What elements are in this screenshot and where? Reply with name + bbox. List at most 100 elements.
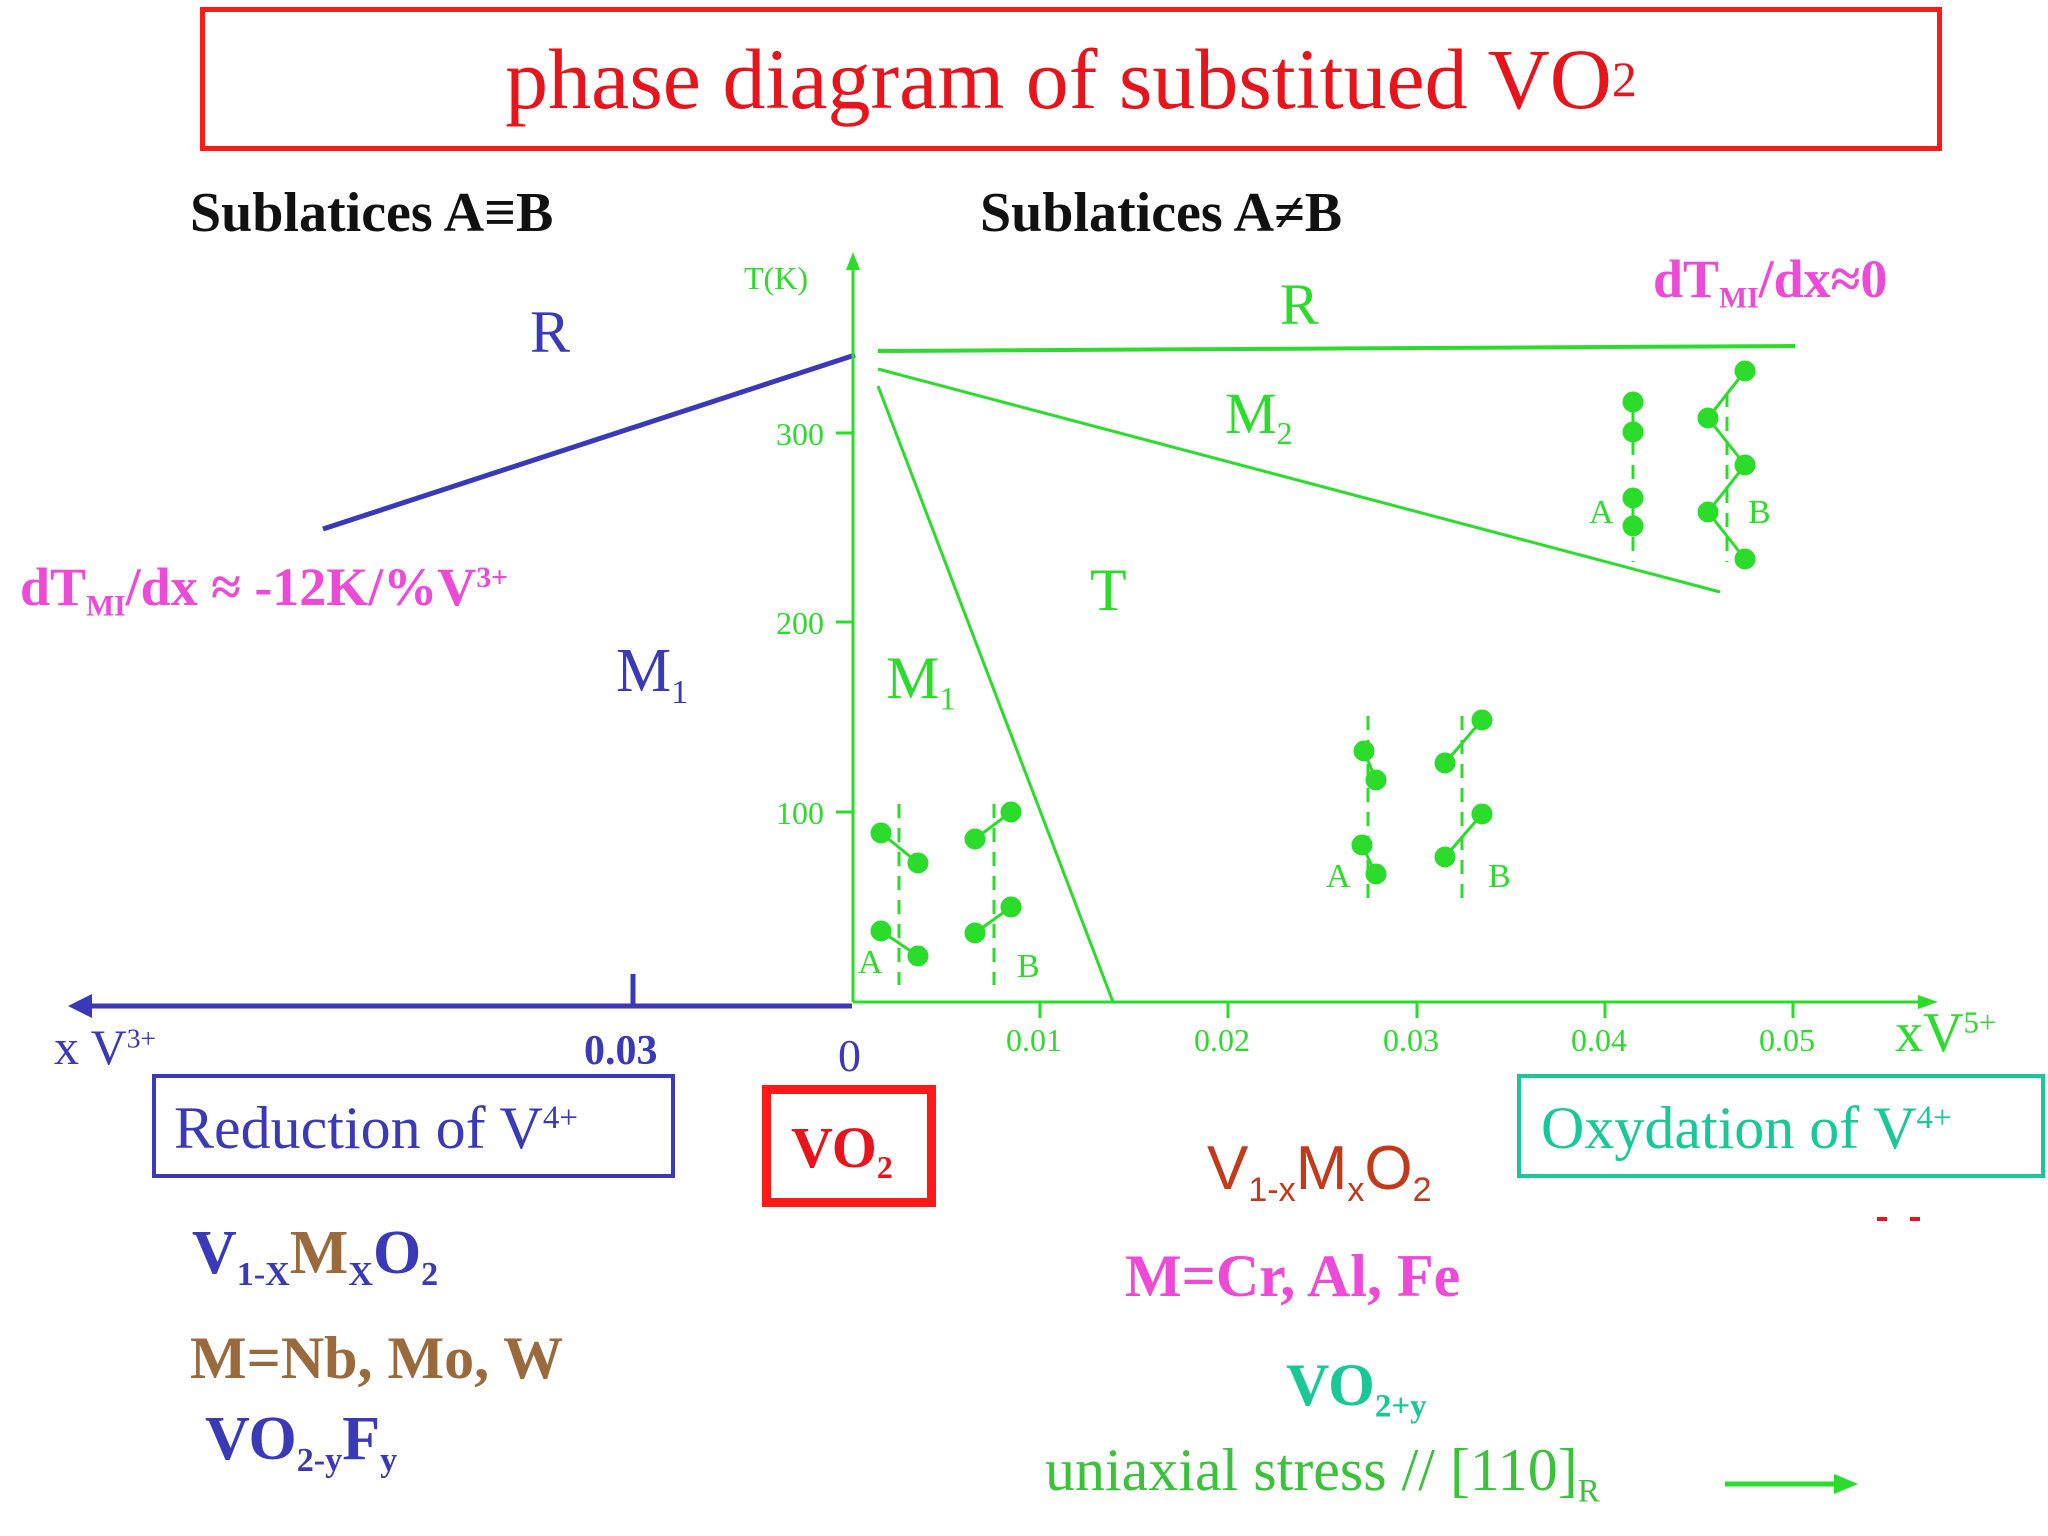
title-box: phase diagram of substitued VO 2 [200,7,1942,151]
right-formula-v-sub: 1-x [1248,1170,1296,1209]
left-tick-label-0: 0 [838,1030,861,1081]
x-tick-label-005: 0.05 [1759,1022,1815,1058]
reduction-sup: 4+ [542,1100,578,1137]
left-f-formula: VO2-yFy [205,1408,397,1478]
m1-atom [964,828,986,850]
right-vo-sub: 2+y [1374,1388,1427,1425]
m2-atom [1734,360,1756,382]
m2-atom [1697,501,1719,523]
m2-atom [1622,391,1644,413]
m1-atom [1000,896,1022,918]
page-title: phase diagram of substitued VO 2 [205,12,1937,146]
m2-atom [1734,548,1756,570]
left-slope-label: dTMI/dx ≈ -12K/%V3+ [20,560,508,622]
left-formula-m: M [289,1219,349,1287]
right-vo-formula: VO2+y [1286,1355,1427,1424]
left-phase-M1-main: M [616,637,672,705]
left-axis-label: x V3+ [54,1022,156,1072]
m2-atom [1734,454,1756,476]
right-y-arrowhead [846,252,860,270]
left-m-list: M=Nb, Mo, W [190,1325,564,1391]
boundary-M2 [877,367,1721,594]
m1-atom [870,920,892,942]
m2-atom [1622,421,1644,443]
m1-atom [964,922,986,944]
left-phase-R: R [530,299,571,365]
left-phase-M1: M1 [616,640,688,710]
t-atom [1471,803,1493,825]
m1-label-B: B [1017,948,1040,985]
m1-atom [907,852,929,874]
vo2-label: VO2 [791,1119,893,1184]
left-phase-M1-sub: 1 [671,673,689,711]
x-tick-label-001: 0.01 [1006,1022,1062,1058]
right-formula-m-sub: x [1347,1170,1365,1209]
right-phase-M2-sub: 2 [1276,416,1293,452]
t-atom [1353,740,1375,762]
left-f-f-sub: y [380,1441,398,1479]
x-tick-label-003: 0.03 [1383,1022,1439,1058]
m2-atom [1622,487,1644,509]
left-axis-arrowhead [68,994,92,1018]
oxydation-main: Oxydation of V [1541,1095,1917,1161]
left-axis-main: x V [54,1019,127,1075]
m1-atom [870,822,892,844]
right-phase-M1-sub: 1 [939,681,956,718]
oxydation-sup: 4+ [1916,1100,1952,1137]
reduction-box: Reduction of V4+ [152,1074,675,1178]
left-tick-label-003: 0.03 [584,1028,658,1074]
right-vo-main: VO [1286,1352,1375,1418]
oxydation-label: Oxydation of V4+ [1541,1098,1952,1158]
m1-atom [1000,801,1022,823]
t-atom [1365,769,1387,791]
m2-label-A: A [1589,494,1614,531]
t-atom [1351,834,1373,856]
left-slope-sup: 3+ [476,562,509,595]
t-label-B: B [1488,858,1511,895]
m1-atom [907,945,929,967]
t-atom [1434,846,1456,868]
left-slope-b: /dx ≈ -12K/%V [125,557,477,617]
heading-left: Sublatices A≡B [190,182,554,244]
reduction-label: Reduction of V4+ [174,1098,578,1158]
right-formula-v: V [1207,1134,1249,1203]
right-slope-b: /dx≈0 [1758,249,1888,309]
right-phase-M1: M1 [886,648,956,717]
vo2-box: VO2 [762,1085,936,1207]
right-phase-R: R [1280,272,1319,337]
right-x-arrowhead [1918,995,1938,1009]
left-f-vo-sub: 2-y [296,1441,343,1479]
right-m-list: M=Cr, Al, Fe [1125,1243,1461,1309]
m2-atom [1697,407,1719,429]
vo2-sub: 2 [876,1150,893,1186]
right-axis-sup: 5+ [1963,1005,1997,1040]
x-tick-label-002: 0.02 [1194,1022,1250,1058]
right-phase-M2-main: M [1225,381,1277,446]
right-phase-T: T [1090,557,1127,623]
right-axis-label: xV5+ [1895,1005,1996,1061]
m2-atom [1622,515,1644,537]
m2-label-B: B [1748,494,1771,531]
right-axis-main: xV [1895,1002,1964,1064]
oxydation-box: Oxydation of V4+ [1517,1074,2045,1178]
left-transition-line [322,352,856,532]
y-tick-label-300: 300 [776,416,824,452]
left-axis-sup: 3+ [126,1022,156,1054]
left-f-f: F [342,1405,381,1473]
left-formula-o-sub: 2 [421,1255,439,1293]
x-tick-label-004: 0.04 [1571,1022,1627,1058]
left-slope-sub: MI [86,590,126,623]
stress-main: uniaxial stress // [110] [1045,1437,1578,1503]
right-formula: V1-xMxO2 [1207,1138,1432,1207]
left-formula-v-sub: 1-X [236,1255,290,1293]
reduction-main: Reduction of V [174,1095,543,1161]
right-slope-sub: MI [1719,282,1759,315]
stress-arrow-head [1834,1474,1858,1494]
boundary-R [877,344,1796,353]
t-label-A: A [1326,858,1351,895]
boundary-M1 [876,385,1115,1003]
title-text: phase diagram of substitued VO [505,31,1612,127]
sublattice-sketches [870,360,1756,985]
right-slope-label: dTMI/dx≈0 [1653,252,1887,314]
